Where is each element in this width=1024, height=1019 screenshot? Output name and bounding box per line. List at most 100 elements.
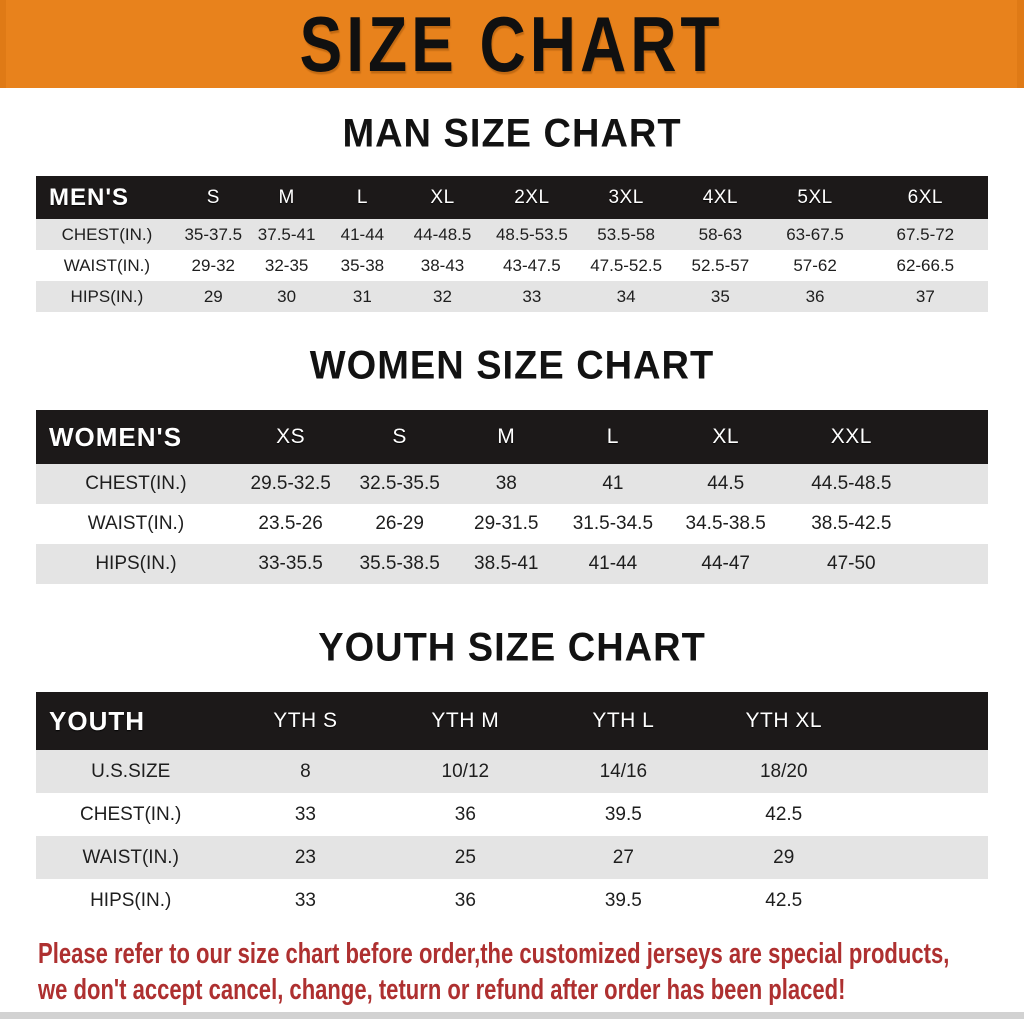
youth-size-chart-section: YOUTH SIZE CHART YOUTH YTH S YTH M YTH L YTH… — [0, 626, 1024, 922]
row-label: CHEST(IN.) — [85, 473, 187, 494]
size-value-cell: 42.5 — [765, 803, 803, 825]
size-value-cell: 26-29 — [375, 513, 424, 534]
size-column-header: 3XL — [579, 176, 674, 219]
measurement-row: WAIST(IN.) 23 25 27 29 — [36, 836, 988, 879]
size-value-cell: 52.5-57 — [691, 255, 750, 275]
disclaimer-line-1: Please refer to our size chart before or… — [38, 938, 950, 970]
size-value-cell: 37 — [915, 286, 935, 306]
section-title-women: WOMEN SIZE CHART — [309, 343, 715, 389]
size-value-cell: 29-31.5 — [474, 513, 539, 534]
size-column-header: M — [453, 410, 559, 464]
measurement-row: CHEST(IN.) 33 36 39.5 42.5 — [36, 793, 988, 836]
row-label: WAIST(IN.) — [82, 846, 179, 868]
size-value-cell: 48.5-53.5 — [495, 224, 568, 244]
measurement-row: U.S.SIZE 8 10/12 14/16 18/20 — [36, 750, 988, 793]
size-value-cell: 57-62 — [793, 255, 837, 275]
size-value-cell: 41 — [602, 473, 624, 494]
size-value-cell: 33 — [522, 286, 542, 306]
size-column-header: XS — [235, 410, 346, 464]
section-title-man: MAN SIZE CHART — [342, 111, 682, 157]
size-value-cell: 38.5-42.5 — [811, 513, 892, 534]
size-value-cell: 67.5-72 — [896, 224, 955, 244]
disclaimer-line-2: we don't accept cancel, change, teturn o… — [38, 974, 846, 1006]
row-label: CHEST(IN.) — [61, 224, 153, 244]
size-column-header: YTH S — [225, 692, 386, 750]
size-value-cell: 32.5-35.5 — [359, 473, 440, 494]
size-column-header: YTH L — [545, 692, 702, 750]
size-column-header: S — [345, 410, 454, 464]
size-value-cell: 30 — [277, 286, 297, 306]
size-value-cell: 36 — [454, 889, 476, 911]
size-value-cell: 18/20 — [759, 760, 808, 782]
man-size-chart-section: MAN SIZE CHART MEN'S S M L XL 2XL 3XL 4XL 5XL 6XL… — [0, 112, 1024, 312]
size-column-header: XL — [400, 176, 485, 219]
size-value-cell: 35 — [710, 286, 730, 306]
size-column-header: L — [558, 410, 668, 464]
mens-size-table: MEN'S S M L XL 2XL 3XL 4XL 5XL 6XL CHEST(IN.) 35-37… — [36, 176, 988, 312]
table-group-label: YOUTH — [36, 692, 226, 750]
measurement-row: HIPS(IN.) 33 36 39.5 42.5 — [36, 879, 988, 922]
size-value-cell: 31.5-34.5 — [572, 513, 654, 534]
size-value-cell: 37.5-41 — [257, 224, 316, 244]
size-value-cell: 34.5-38.5 — [685, 513, 766, 534]
size-value-cell: 23 — [294, 846, 316, 868]
size-column-header: 5XL — [767, 176, 863, 219]
womens-size-table: WOMEN'S XS S M L XL XXL CHEST(IN.) 29.5-32.5 32.5… — [36, 410, 988, 584]
table-header-row: MEN'S S M L XL 2XL 3XL 4XL 5XL 6XL — [36, 176, 988, 219]
size-value-cell: 36 — [805, 286, 825, 306]
size-value-cell: 33-35.5 — [258, 553, 323, 574]
size-value-cell: 58-63 — [698, 224, 743, 244]
size-value-cell: 14/16 — [599, 760, 648, 782]
size-value-cell: 33 — [294, 803, 316, 825]
size-value-cell: 41-44 — [340, 224, 385, 244]
size-chart-banner: SIZE CHART — [0, 0, 1024, 88]
measurement-row: CHEST(IN.) 29.5-32.5 32.5-35.5 38 41 44.5 44.5… — [36, 464, 988, 504]
header-spacer — [866, 692, 988, 750]
size-value-cell: 43-47.5 — [503, 255, 561, 275]
measurement-row: CHEST(IN.) 35-37.5 37.5-41 41-44 44-48.5 48.5… — [36, 219, 988, 250]
size-value-cell: 25 — [454, 846, 476, 868]
size-value-cell: 29 — [773, 846, 795, 868]
row-label: HIPS(IN.) — [70, 286, 144, 306]
table-header-row: WOMEN'S XS S M L XL XXL — [36, 410, 988, 464]
youth-size-table: YOUTH YTH S YTH M YTH L YTH XL U.S.SIZE 8 10/12… — [36, 692, 988, 922]
size-value-cell: 41-44 — [588, 553, 638, 574]
size-value-cell: 33 — [294, 889, 316, 911]
row-label: WAIST(IN.) — [87, 513, 185, 534]
size-value-cell: 29 — [203, 286, 223, 306]
size-value-cell: 39.5 — [604, 889, 642, 911]
header-spacer — [918, 410, 988, 464]
size-value-cell: 10/12 — [441, 760, 490, 782]
size-value-cell: 44.5-48.5 — [811, 473, 892, 494]
bottom-edge-strip — [0, 1012, 1024, 1019]
size-column-header: 6XL — [862, 176, 988, 219]
size-column-header: YTH M — [385, 692, 546, 750]
size-value-cell: 44-48.5 — [413, 224, 472, 244]
measurement-row: WAIST(IN.) 23.5-26 26-29 29-31.5 31.5-34.5 34… — [36, 504, 988, 544]
size-value-cell: 53.5-58 — [597, 224, 655, 244]
size-value-cell: 34 — [616, 286, 636, 306]
women-size-chart-section: WOMEN SIZE CHART WOMEN'S XS S M L XL XXL CHEST(… — [0, 344, 1024, 584]
measurement-row: HIPS(IN.) 33-35.5 35.5-38.5 38.5-41 41-44 44-… — [36, 544, 988, 584]
size-value-cell: 47-50 — [827, 553, 876, 574]
row-label: U.S.SIZE — [91, 760, 171, 782]
size-value-cell: 32-35 — [264, 255, 309, 275]
row-spacer — [918, 504, 988, 544]
size-column-header: XXL — [784, 410, 919, 464]
size-column-header: S — [177, 176, 249, 219]
size-value-cell: 47.5-52.5 — [590, 255, 663, 275]
size-value-cell: 29.5-32.5 — [250, 473, 331, 494]
size-value-cell: 31 — [352, 286, 372, 306]
table-group-label: WOMEN'S — [36, 410, 236, 464]
row-spacer — [918, 464, 988, 504]
size-value-cell: 35-38 — [340, 255, 385, 275]
row-label: WAIST(IN.) — [63, 255, 151, 275]
size-value-cell: 29-32 — [191, 255, 236, 275]
size-value-cell: 8 — [300, 760, 311, 782]
row-spacer — [866, 836, 988, 879]
size-value-cell: 35.5-38.5 — [359, 553, 440, 574]
size-column-header: YTH XL — [701, 692, 867, 750]
size-value-cell: 44.5 — [707, 473, 745, 494]
row-label: CHEST(IN.) — [80, 803, 182, 825]
size-value-cell: 27 — [612, 846, 634, 868]
